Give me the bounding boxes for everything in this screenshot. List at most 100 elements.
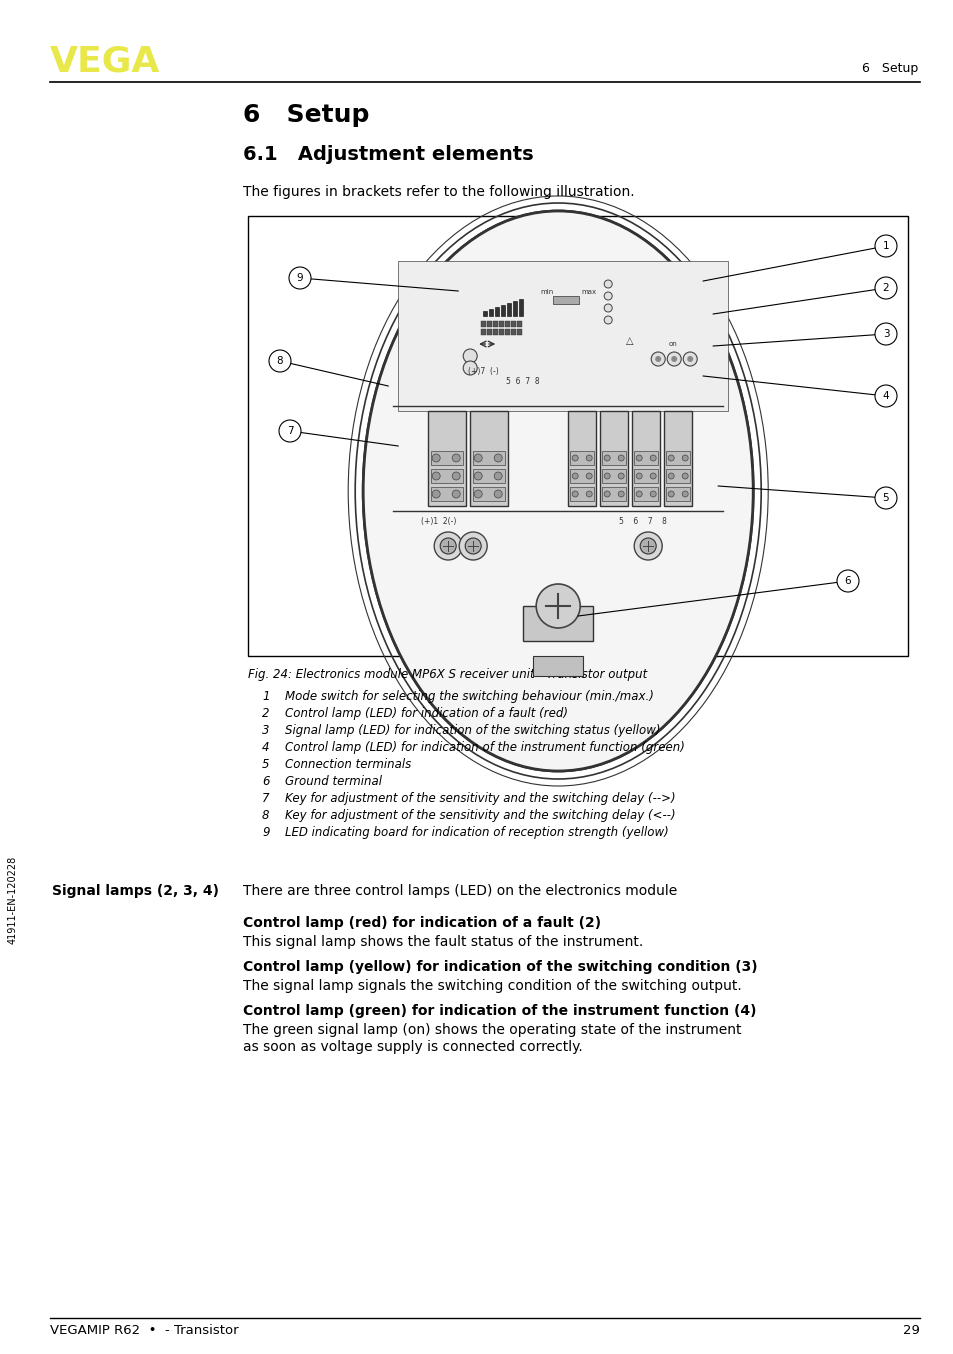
Circle shape — [636, 473, 641, 479]
Text: 9: 9 — [296, 274, 303, 283]
Bar — [601, 468, 625, 483]
Text: Fig. 24: Electronics module MP6X S receiver unit - Transistor output: Fig. 24: Electronics module MP6X S recei… — [248, 668, 646, 681]
Text: △: △ — [625, 336, 633, 347]
Text: 5: 5 — [262, 758, 269, 770]
Bar — [518, 299, 522, 315]
Circle shape — [439, 538, 456, 554]
Bar — [570, 451, 594, 464]
Text: as soon as voltage supply is connected correctly.: as soon as voltage supply is connected c… — [243, 1040, 582, 1053]
Circle shape — [452, 473, 459, 481]
Circle shape — [434, 532, 461, 561]
Text: The green signal lamp (on) shows the operating state of the instrument: The green signal lamp (on) shows the ope… — [243, 1024, 740, 1037]
Bar — [428, 412, 466, 506]
Circle shape — [666, 352, 680, 366]
Circle shape — [655, 356, 660, 362]
Circle shape — [474, 490, 481, 498]
Bar — [480, 321, 486, 328]
Text: VEGAMIP R62  •  - Transistor: VEGAMIP R62 • - Transistor — [50, 1324, 238, 1336]
Bar — [489, 309, 493, 315]
Circle shape — [432, 490, 439, 498]
Bar — [601, 487, 625, 501]
Circle shape — [874, 385, 896, 408]
Text: Signal lamps (2, 3, 4): Signal lamps (2, 3, 4) — [52, 884, 219, 898]
Bar — [634, 451, 658, 464]
Bar — [397, 261, 727, 412]
Circle shape — [874, 487, 896, 509]
Text: Key for adjustment of the sensitivity and the switching delay (<--): Key for adjustment of the sensitivity an… — [285, 808, 675, 822]
Bar — [500, 305, 505, 315]
Bar — [665, 468, 689, 483]
Bar — [480, 329, 486, 334]
Text: Control lamp (green) for indication of the instrument function (4): Control lamp (green) for indication of t… — [243, 1005, 756, 1018]
Circle shape — [603, 292, 612, 301]
Text: 29: 29 — [902, 1324, 919, 1336]
Circle shape — [278, 420, 301, 441]
Text: 4: 4 — [882, 391, 888, 401]
Text: Mode switch for selecting the switching behaviour (min./max.): Mode switch for selecting the switching … — [285, 691, 653, 703]
Circle shape — [667, 473, 674, 479]
Text: 2: 2 — [262, 707, 269, 720]
Text: 5    6    7    8: 5 6 7 8 — [618, 517, 666, 525]
Circle shape — [289, 267, 311, 288]
Text: Signal lamp (LED) for indication of the switching status (yellow): Signal lamp (LED) for indication of the … — [285, 724, 659, 737]
Text: 3: 3 — [882, 329, 888, 338]
Bar — [513, 301, 517, 315]
Circle shape — [585, 455, 592, 460]
Text: 6   Setup: 6 Setup — [861, 62, 917, 74]
Bar — [473, 487, 505, 501]
Text: 8: 8 — [276, 356, 283, 366]
Text: 4: 4 — [262, 741, 269, 754]
Bar — [632, 412, 659, 506]
Circle shape — [474, 454, 481, 462]
Text: LED indicating board for indication of reception strength (yellow): LED indicating board for indication of r… — [285, 826, 668, 839]
Text: 2: 2 — [882, 283, 888, 292]
Text: 7: 7 — [262, 792, 269, 806]
Circle shape — [585, 492, 592, 497]
Bar — [431, 468, 463, 483]
Circle shape — [432, 454, 439, 462]
Circle shape — [572, 473, 578, 479]
Text: Connection terminals: Connection terminals — [285, 758, 411, 770]
Text: 6   Setup: 6 Setup — [243, 103, 369, 127]
Ellipse shape — [363, 211, 753, 770]
Bar — [553, 297, 578, 305]
Bar — [663, 412, 692, 506]
Circle shape — [634, 532, 661, 561]
Text: 41911-EN-120228: 41911-EN-120228 — [8, 856, 18, 944]
Circle shape — [636, 455, 641, 460]
Circle shape — [452, 490, 459, 498]
Circle shape — [667, 492, 674, 497]
Circle shape — [874, 236, 896, 257]
Text: 5  6  7  8: 5 6 7 8 — [506, 376, 539, 386]
Circle shape — [639, 538, 656, 554]
Circle shape — [686, 356, 693, 362]
Circle shape — [452, 454, 459, 462]
Text: min: min — [539, 288, 553, 295]
Bar — [470, 412, 508, 506]
Bar — [522, 607, 593, 640]
Text: 8: 8 — [262, 808, 269, 822]
Bar — [511, 321, 516, 328]
Bar — [665, 451, 689, 464]
Bar — [493, 321, 497, 328]
Bar — [570, 487, 594, 501]
Text: This signal lamp shows the fault status of the instrument.: This signal lamp shows the fault status … — [243, 936, 642, 949]
Circle shape — [650, 492, 656, 497]
Bar — [498, 329, 504, 334]
Text: Ground terminal: Ground terminal — [285, 774, 381, 788]
Bar — [505, 321, 510, 328]
Bar — [634, 468, 658, 483]
Circle shape — [603, 280, 612, 288]
Text: 6: 6 — [262, 774, 269, 788]
Bar — [507, 303, 511, 315]
Text: (+)7  (-): (+)7 (-) — [468, 367, 503, 376]
Bar — [634, 487, 658, 501]
Circle shape — [836, 570, 858, 592]
Circle shape — [651, 352, 664, 366]
Text: 6: 6 — [843, 575, 850, 586]
Circle shape — [432, 473, 439, 481]
Circle shape — [682, 352, 697, 366]
Text: 1: 1 — [262, 691, 269, 703]
Circle shape — [650, 473, 656, 479]
Circle shape — [474, 473, 481, 481]
